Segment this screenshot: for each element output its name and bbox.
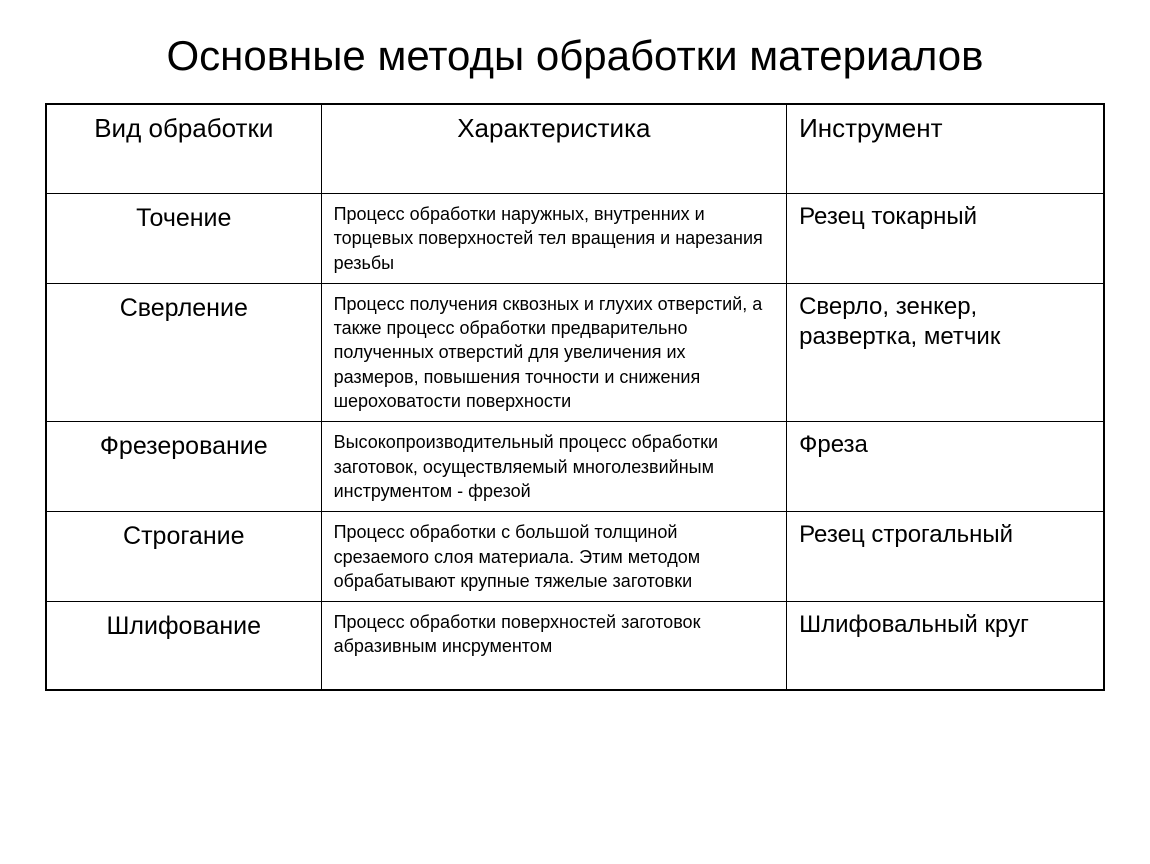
- col-header-tool: Инструмент: [787, 104, 1104, 194]
- cell-tool: Фреза: [787, 422, 1104, 512]
- table-row: Фрезерование Высокопроизводительный проц…: [46, 422, 1104, 512]
- cell-desc: Процесс обработки наружных, внутренних и…: [321, 194, 787, 284]
- cell-tool: Резец строгальный: [787, 512, 1104, 602]
- cell-type: Сверление: [46, 283, 321, 421]
- table-row: Сверление Процесс получения сквозных и г…: [46, 283, 1104, 421]
- methods-table: Вид обработки Характеристика Инструмент …: [45, 103, 1105, 691]
- cell-desc: Высокопроизводительный процесс обработки…: [321, 422, 787, 512]
- table-row: Точение Процесс обработки наружных, внут…: [46, 194, 1104, 284]
- cell-type: Фрезерование: [46, 422, 321, 512]
- cell-type: Строгание: [46, 512, 321, 602]
- cell-type: Шлифование: [46, 602, 321, 690]
- col-header-desc: Характеристика: [321, 104, 787, 194]
- cell-tool: Резец токарный: [787, 194, 1104, 284]
- table-row: Шлифование Процесс обработки поверхносте…: [46, 602, 1104, 690]
- table-header-row: Вид обработки Характеристика Инструмент: [46, 104, 1104, 194]
- cell-tool: Шлифовальный круг: [787, 602, 1104, 690]
- cell-desc: Процесс обработки с большой толщиной сре…: [321, 512, 787, 602]
- cell-tool: Сверло, зенкер, развертка, метчик: [787, 283, 1104, 421]
- page-title: Основные методы обработки материалов: [45, 30, 1105, 83]
- cell-desc: Процесс получения сквозных и глухих отве…: [321, 283, 787, 421]
- cell-desc: Процесс обработки поверхностей заготовок…: [321, 602, 787, 690]
- table-row: Строгание Процесс обработки с большой то…: [46, 512, 1104, 602]
- cell-type: Точение: [46, 194, 321, 284]
- col-header-type: Вид обработки: [46, 104, 321, 194]
